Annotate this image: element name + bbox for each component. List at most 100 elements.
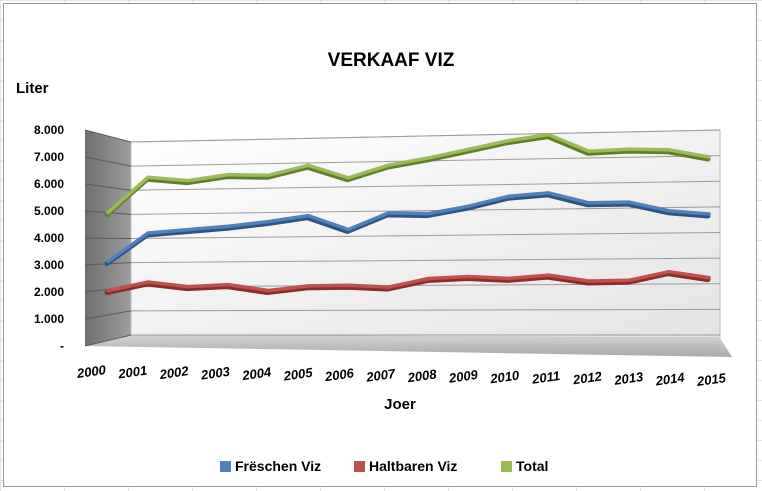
y-tick-label: 6.000 bbox=[34, 177, 64, 191]
x-tick-label: 2004 bbox=[240, 364, 272, 383]
data-point[interactable] bbox=[667, 270, 671, 274]
data-point[interactable] bbox=[467, 147, 471, 151]
y-tick-label: 2.000 bbox=[34, 285, 64, 299]
data-point[interactable] bbox=[106, 289, 110, 293]
data-point[interactable] bbox=[667, 209, 671, 213]
x-tick-label: 2013 bbox=[612, 369, 644, 388]
data-point[interactable] bbox=[346, 283, 350, 287]
legend-swatch bbox=[220, 461, 231, 472]
legend-item[interactable]: Haltbaren Viz bbox=[354, 458, 457, 474]
y-tick-label: 4.000 bbox=[34, 231, 64, 245]
data-point[interactable] bbox=[386, 211, 391, 215]
data-point[interactable] bbox=[346, 227, 350, 232]
data-point[interactable] bbox=[507, 194, 511, 198]
data-point[interactable] bbox=[507, 139, 511, 143]
data-point[interactable] bbox=[667, 148, 671, 152]
data-point[interactable] bbox=[146, 231, 150, 235]
side-gridline bbox=[84, 129, 132, 143]
data-point[interactable] bbox=[547, 273, 551, 277]
side-gridline bbox=[84, 237, 132, 239]
x-tick-label: 2007 bbox=[364, 366, 396, 385]
data-point[interactable] bbox=[507, 276, 511, 281]
y-tick-label: 3.000 bbox=[34, 258, 64, 272]
x-tick-label: 2014 bbox=[654, 369, 686, 388]
x-tick-label: 2001 bbox=[116, 363, 148, 382]
data-point[interactable] bbox=[467, 274, 471, 279]
gridline bbox=[130, 257, 721, 264]
legend[interactable]: Frëschen Viz Haltbaren Viz Total bbox=[220, 458, 548, 474]
series-line[interactable] bbox=[106, 132, 711, 215]
data-point[interactable] bbox=[467, 204, 471, 208]
series-lines bbox=[104, 132, 711, 296]
y-tick-label: 8.000 bbox=[34, 123, 64, 137]
legend-item[interactable]: Frëschen Viz bbox=[220, 458, 321, 474]
data-point[interactable] bbox=[146, 280, 150, 284]
y-tick-label: 5.000 bbox=[34, 204, 64, 218]
gridline bbox=[130, 129, 721, 143]
data-point[interactable] bbox=[707, 276, 711, 280]
y-tick-label: - bbox=[60, 339, 64, 353]
data-point[interactable] bbox=[627, 278, 631, 282]
y-tick-label: 1.000 bbox=[34, 312, 64, 326]
data-point[interactable] bbox=[186, 179, 190, 183]
legend-item[interactable]: Total bbox=[501, 458, 548, 474]
legend-label: Frëschen Viz bbox=[235, 458, 321, 474]
data-point[interactable] bbox=[226, 173, 230, 177]
data-point[interactable] bbox=[306, 163, 310, 167]
data-point[interactable] bbox=[146, 175, 150, 179]
floor bbox=[85, 335, 732, 357]
gridline bbox=[130, 232, 721, 239]
legend-label: Total bbox=[516, 458, 548, 474]
data-point[interactable] bbox=[306, 214, 310, 218]
x-tick-label: 2003 bbox=[199, 364, 231, 383]
legend-label: Haltbaren Viz bbox=[369, 458, 457, 474]
series-line[interactable] bbox=[106, 191, 711, 264]
x-axis-ticks: 2000 2001 2002 2003 2004 2005 2006 2007 2008 2009… bbox=[75, 362, 727, 389]
data-point[interactable] bbox=[426, 156, 431, 160]
x-tick-label: 2009 bbox=[447, 367, 479, 386]
y-axis-title: Liter bbox=[16, 80, 49, 97]
side-gridline bbox=[84, 334, 132, 347]
data-point[interactable] bbox=[707, 212, 711, 216]
line-chart-3d: - 1.000 2.000 3.000 4.000 5.000 6.000 7.000 8.00… bbox=[16, 50, 732, 474]
gridline bbox=[130, 308, 721, 312]
data-point[interactable] bbox=[306, 284, 310, 288]
data-point[interactable] bbox=[386, 285, 391, 289]
data-point[interactable] bbox=[426, 211, 431, 216]
data-point[interactable] bbox=[426, 276, 431, 281]
chart-title: VERKAAF VIZ bbox=[328, 50, 455, 71]
gridline bbox=[130, 180, 721, 191]
data-point[interactable] bbox=[587, 279, 591, 283]
x-tick-label: 2000 bbox=[75, 362, 107, 381]
x-tick-label: 2002 bbox=[158, 363, 190, 382]
series-line-shadow bbox=[104, 192, 711, 266]
x-tick-label: 2010 bbox=[488, 367, 520, 386]
data-point[interactable] bbox=[346, 176, 350, 180]
chart-area[interactable]: - 1.000 2.000 3.000 4.000 5.000 6.000 7.000 8.00… bbox=[3, 3, 757, 487]
data-point[interactable] bbox=[226, 282, 230, 287]
data-point[interactable] bbox=[106, 210, 110, 215]
data-point[interactable] bbox=[547, 191, 551, 195]
data-point[interactable] bbox=[627, 147, 631, 151]
data-point[interactable] bbox=[266, 288, 270, 293]
y-axis-ticks: - 1.000 2.000 3.000 4.000 5.000 6.000 7.000 8.00… bbox=[34, 123, 64, 353]
data-point[interactable] bbox=[106, 259, 110, 264]
data-point[interactable] bbox=[186, 285, 190, 289]
legend-swatch bbox=[354, 461, 365, 472]
data-point[interactable] bbox=[547, 133, 551, 137]
data-point[interactable] bbox=[226, 224, 230, 228]
data-point[interactable] bbox=[266, 220, 270, 224]
x-tick-label: 2005 bbox=[282, 365, 314, 384]
data-point[interactable] bbox=[587, 149, 591, 153]
data-point[interactable] bbox=[587, 201, 591, 205]
data-point[interactable] bbox=[627, 200, 631, 204]
data-point[interactable] bbox=[266, 173, 270, 177]
data-point[interactable] bbox=[186, 228, 190, 232]
data-point[interactable] bbox=[707, 155, 711, 159]
gridline bbox=[130, 206, 721, 215]
x-tick-label: 2006 bbox=[323, 365, 355, 384]
side-gridline bbox=[84, 310, 132, 320]
series-line[interactable] bbox=[106, 269, 711, 293]
data-point[interactable] bbox=[386, 163, 391, 167]
